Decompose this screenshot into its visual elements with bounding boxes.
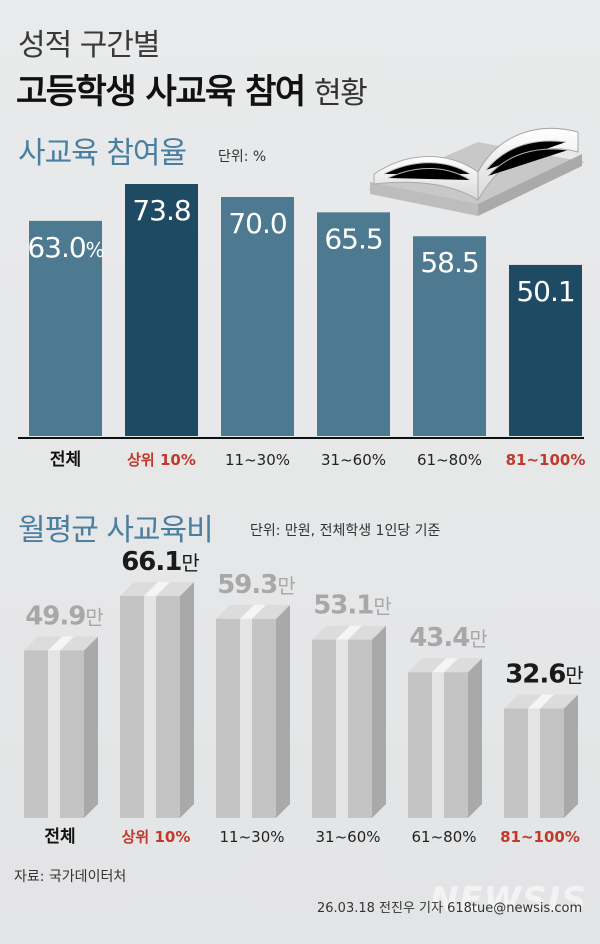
cost-box-ribbon-top: [528, 694, 554, 709]
source-note: 자료: 국가데이터처: [14, 869, 127, 885]
participation-value-label: 58.5: [420, 246, 478, 279]
cost-unit-suffix: 만: [277, 574, 295, 598]
cost-value-label: 32.6만: [505, 660, 583, 690]
participation-value-label: 65.5: [324, 222, 382, 255]
section1-title: 사교육 참여율: [18, 136, 187, 171]
cost-box-ribbon: [240, 618, 252, 818]
cost-value-label: 53.1만: [313, 591, 391, 621]
percent-suffix: %: [86, 238, 104, 262]
cost-box-ribbon-top: [432, 658, 458, 673]
cost-box-ribbon-top: [240, 604, 266, 619]
cost-category-label: 11~30%: [220, 828, 285, 846]
participation-value-label: 70.0: [228, 207, 286, 240]
cost-unit-suffix: 만: [565, 664, 583, 688]
cost-value-label: 49.9만: [25, 601, 103, 631]
cost-box-ribbon: [48, 650, 60, 818]
cost-box-ribbon-top: [48, 636, 74, 651]
participation-bar: [413, 236, 486, 436]
cost-unit-suffix: 만: [85, 605, 103, 629]
cost-unit-suffix: 만: [181, 551, 199, 575]
open-book-icon: [360, 112, 590, 242]
chart1-baseline: [18, 437, 584, 439]
cost-box-ribbon: [336, 639, 348, 818]
cost-value-label: 59.3만: [217, 570, 295, 600]
cost-category-label: 81~100%: [500, 828, 580, 846]
cost-value-label: 66.1만: [121, 547, 199, 577]
title-normal-text: 현황: [314, 76, 368, 111]
title-bold-text: 고등학생 사교육 참여: [16, 72, 306, 112]
participation-bar: [125, 184, 198, 436]
cost-box-side: [276, 604, 290, 818]
cost-box-side: [564, 694, 578, 818]
participation-category-label: 31~60%: [321, 451, 386, 469]
cost-category-label: 전체: [44, 827, 75, 847]
cost-unit-suffix: 만: [373, 595, 391, 619]
participation-category-label: 61~80%: [417, 451, 482, 469]
cost-category-label: 31~60%: [316, 828, 381, 846]
cost-box-side: [468, 658, 482, 818]
cost-box-side: [84, 636, 98, 818]
participation-bar: [29, 220, 102, 436]
participation-category-label: 상위 10%: [127, 451, 196, 469]
section2-unit: 단위: 만원, 전체학생 1인당 기준: [250, 523, 441, 539]
participation-category-label: 81~100%: [506, 451, 586, 469]
cost-box-ribbon-top: [336, 625, 362, 640]
cost-box-ribbon: [432, 672, 444, 818]
title-line-2: 고등학생 사교육 참여 현황: [16, 64, 368, 113]
participation-bar: [509, 264, 582, 436]
cost-category-label: 상위 10%: [122, 828, 191, 846]
cost-box-ribbon-top: [144, 582, 170, 596]
newsis-watermark: NEWSIS: [430, 880, 587, 920]
participation-category-label: 전체: [50, 450, 81, 470]
cost-unit-suffix: 만: [469, 627, 487, 651]
section2-title: 월평균 사교육비: [18, 513, 214, 548]
participation-value-label: 73.8: [132, 194, 190, 227]
cost-box-ribbon: [144, 596, 156, 818]
participation-category-label: 11~30%: [225, 451, 290, 469]
section1-unit: 단위: %: [218, 149, 267, 165]
participation-value-label: 50.1: [516, 275, 574, 308]
cost-value-label: 43.4만: [409, 623, 487, 653]
credit-line: 26.03.18 전진우 기자 618tue@newsis.com: [317, 901, 583, 916]
participation-bar: [221, 196, 294, 436]
participation-bar: [317, 212, 390, 436]
cost-box-side: [180, 582, 194, 818]
cost-box-ribbon: [528, 708, 540, 818]
cost-box-side: [372, 625, 386, 818]
cost-category-label: 61~80%: [412, 828, 477, 846]
title-line-1: 성적 구간별: [18, 28, 161, 63]
